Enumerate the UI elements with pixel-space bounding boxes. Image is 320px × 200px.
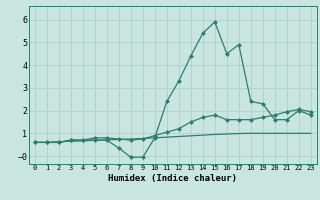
X-axis label: Humidex (Indice chaleur): Humidex (Indice chaleur) bbox=[108, 174, 237, 183]
